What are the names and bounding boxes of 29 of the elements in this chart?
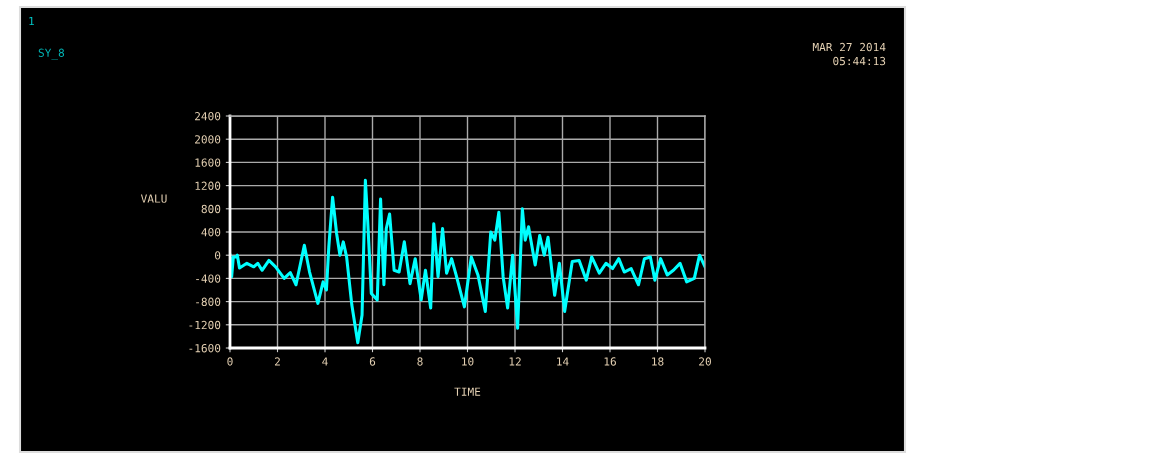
- x-tick-label: 12: [509, 357, 521, 366]
- y-tick-label: 2000: [195, 135, 221, 144]
- x-tick-label: 2: [274, 357, 280, 366]
- text: 1: [29, 16, 34, 26]
- y-tick-label: -1600: [189, 344, 221, 353]
- y-axis-title: VALU: [140, 194, 167, 203]
- text: 05:44:13: [833, 56, 886, 66]
- y-tick-label: 800: [201, 204, 221, 214]
- y-tick-label: 2400: [195, 112, 221, 121]
- y-tick-label: 1600: [195, 158, 221, 167]
- x-tick-label: 8: [417, 357, 423, 366]
- y-tick-label: 1200: [195, 181, 221, 191]
- x-tick-label: 18: [652, 357, 664, 366]
- x-tick-label: 0: [227, 357, 233, 366]
- x-tick-label: 14: [557, 357, 569, 366]
- x-tick-label: 20: [699, 357, 711, 366]
- y-tick-label: -1200: [189, 320, 221, 330]
- text: MAR 27 2014: [812, 42, 886, 52]
- y-tick-label: -800: [196, 297, 221, 307]
- y-tick-label: 0: [215, 251, 221, 260]
- y-tick-label: -400: [196, 274, 221, 283]
- x-tick-label: 10: [462, 357, 474, 366]
- x-axis-title: TIME: [454, 387, 481, 396]
- x-tick-label: 16: [604, 357, 616, 366]
- x-tick-label: 6: [369, 357, 376, 366]
- text: SY_8: [38, 48, 65, 60]
- x-tick-label: 4: [322, 357, 328, 366]
- line-series: [230, 178, 705, 345]
- y-tick-label: 400: [201, 228, 221, 237]
